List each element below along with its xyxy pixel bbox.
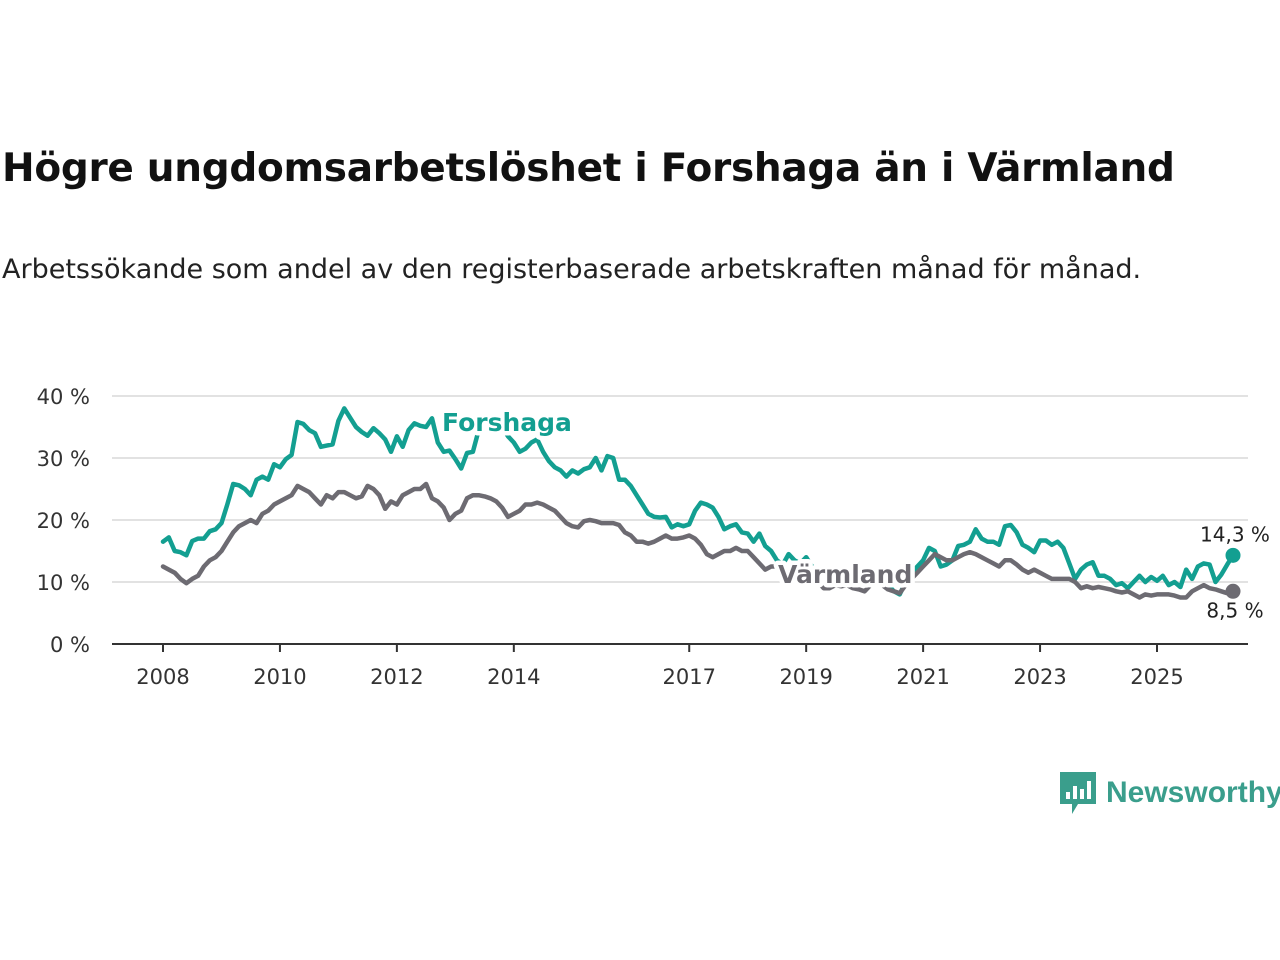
newsworthy-logo-text: Newsworthy — [1106, 776, 1280, 809]
x-tick-label: 2010 — [253, 665, 306, 689]
series-label-forshaga: Forshaga — [442, 408, 572, 437]
y-tick-label: 0 % — [50, 633, 90, 657]
x-tick-label: 2025 — [1130, 665, 1183, 689]
x-tick-label: 2017 — [663, 665, 716, 689]
newsworthy-logo[interactable]: Newsworthy — [1058, 770, 1280, 816]
x-tick-label: 2014 — [487, 665, 540, 689]
series-label-varmland: Värmland — [778, 560, 912, 589]
x-tick-label: 2012 — [370, 665, 423, 689]
y-tick-label: 20 % — [37, 509, 90, 533]
y-tick-label: 10 % — [37, 571, 90, 595]
x-tick-label: 2021 — [896, 665, 949, 689]
x-tick-label: 2019 — [779, 665, 832, 689]
x-tick-label: 2008 — [136, 665, 189, 689]
end-label-varmland: 8,5 % — [1206, 598, 1263, 622]
grid-lines — [112, 395, 1248, 583]
series-line-forshaga — [160, 406, 1236, 597]
series-line-varmland — [160, 481, 1236, 600]
chart-subtitle: Arbetssökande som andel av den registerb… — [2, 254, 1142, 285]
end-point-varmland — [1225, 583, 1241, 599]
y-tick-label: 30 % — [37, 447, 90, 471]
x-axis: 2008 2010 2012 2014 2017 2019 2021 2023 2025 — [112, 643, 1248, 689]
y-tick-label: 40 % — [37, 385, 90, 409]
chart-title: Högre ungdomsarbetslöshet i Forshaga än … — [2, 146, 1175, 191]
y-axis-ticks: 0 % 10 % 20 % 30 % 40 % — [37, 385, 90, 657]
end-label-forshaga: 14,3 % — [1200, 522, 1270, 546]
line-chart: 0 % 10 % 20 % 30 % 40 % 2008 2010 2012 2014 2017… — [37, 385, 1273, 689]
end-point-forshaga — [1225, 547, 1241, 563]
x-tick-label: 2023 — [1013, 665, 1066, 689]
series-labels: Forshaga 14,3 % Värmland 8,5 % — [438, 404, 1273, 626]
series-lines — [160, 406, 1241, 600]
newsworthy-logo-icon — [1060, 772, 1096, 814]
